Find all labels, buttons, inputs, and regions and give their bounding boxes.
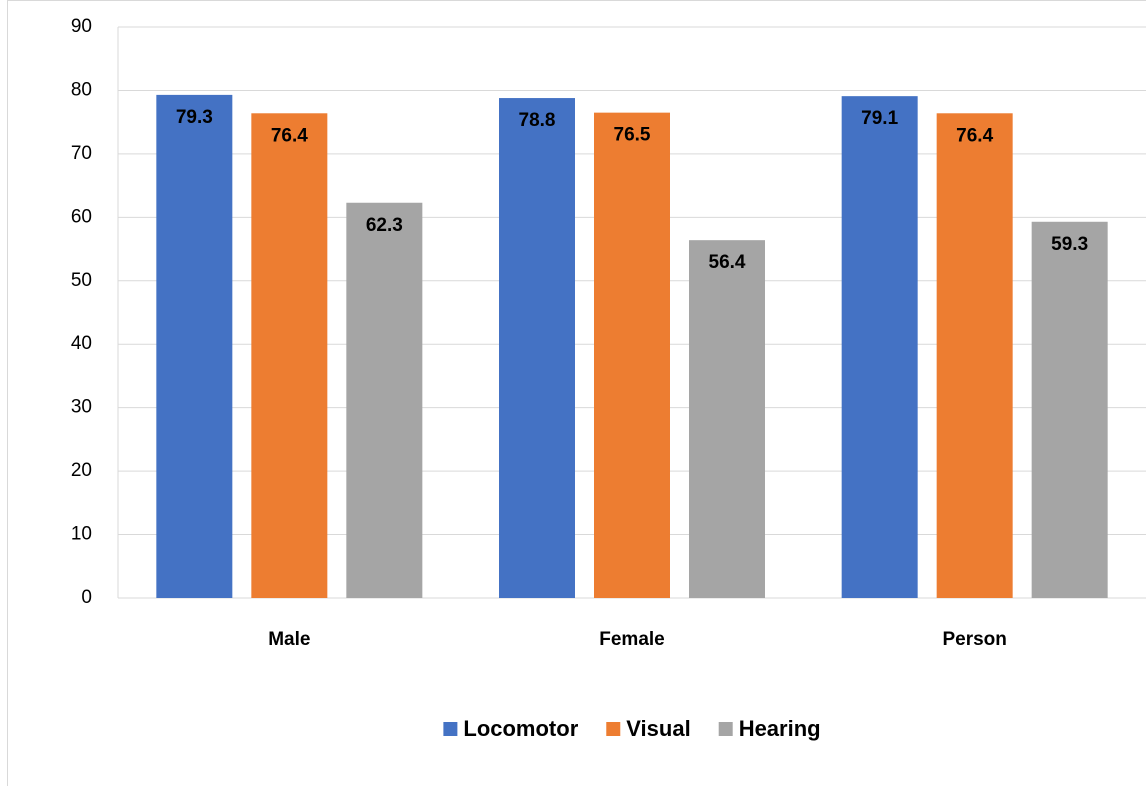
y-tick-label: 60 xyxy=(71,206,92,227)
y-tick-label: 50 xyxy=(71,270,92,291)
bar xyxy=(346,202,423,599)
x-tick-label: Female xyxy=(599,629,664,650)
x-tick-label: Person xyxy=(942,629,1006,650)
x-tick-label: Male xyxy=(268,629,310,650)
y-tick-label: 20 xyxy=(71,460,92,481)
bar xyxy=(1031,221,1108,598)
data-label: 76.4 xyxy=(271,125,308,146)
y-tick-label: 70 xyxy=(71,143,92,164)
data-label: 56.4 xyxy=(709,252,746,273)
bar xyxy=(936,113,1013,598)
legend-label: Locomotor xyxy=(463,716,578,741)
legend-label: Hearing xyxy=(739,716,821,741)
bar xyxy=(156,94,233,598)
bar xyxy=(251,113,328,598)
data-label: 59.3 xyxy=(1051,234,1088,255)
data-label: 76.5 xyxy=(614,125,651,146)
data-label: 79.3 xyxy=(176,107,213,128)
bar xyxy=(841,96,918,598)
bar xyxy=(594,112,670,599)
y-tick-label: 90 xyxy=(71,16,92,37)
y-tick-label: 40 xyxy=(71,333,92,354)
y-tick-label: 30 xyxy=(71,397,92,418)
legend-label: Visual xyxy=(626,716,690,741)
y-tick-label: 10 xyxy=(71,524,92,545)
legend-swatch xyxy=(606,722,621,736)
data-label: 79.1 xyxy=(861,108,898,129)
legend-swatch xyxy=(718,722,733,736)
bar xyxy=(689,240,765,598)
data-label: 62.3 xyxy=(366,215,403,236)
bar xyxy=(499,98,575,599)
data-label: 76.4 xyxy=(956,125,993,146)
y-tick-label: 80 xyxy=(71,79,92,100)
legend-swatch xyxy=(443,722,458,736)
data-label: 78.8 xyxy=(519,110,556,131)
y-tick-label: 0 xyxy=(81,587,92,608)
